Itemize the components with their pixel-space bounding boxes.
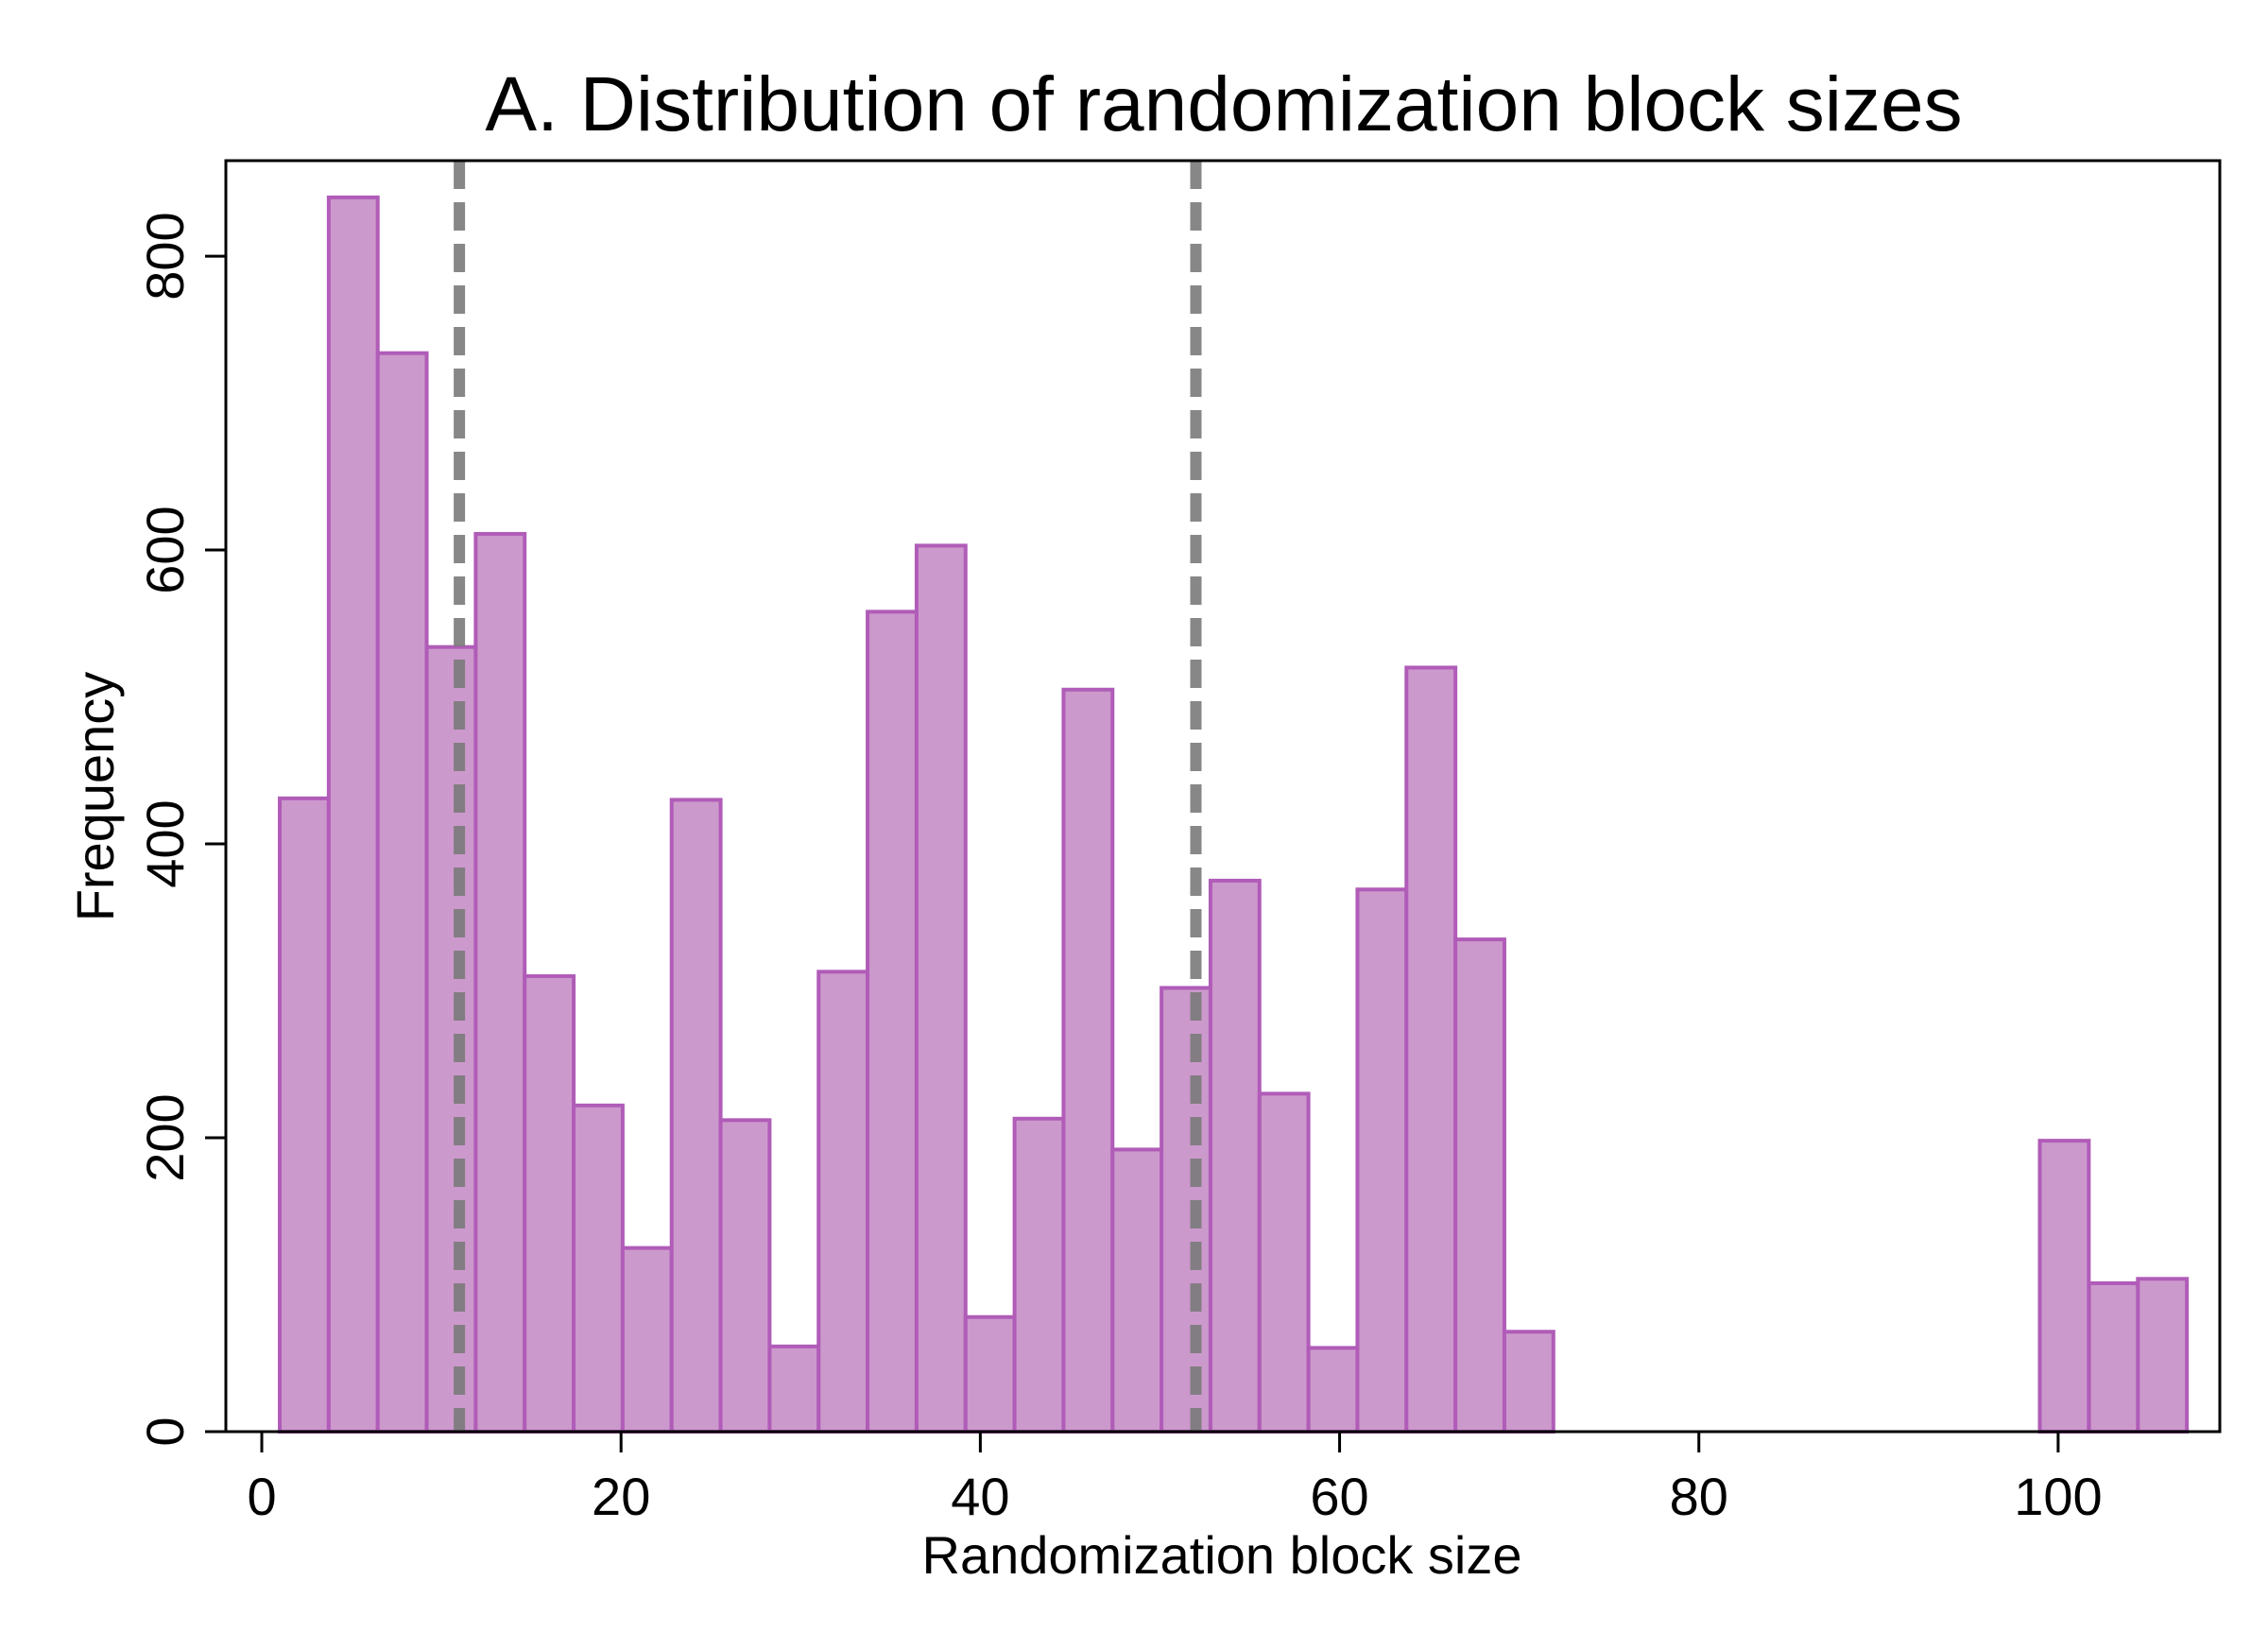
- histogram-bar: [2037, 1139, 2091, 1434]
- x-tick-label: 60: [1310, 1467, 1368, 1526]
- histogram-bar: [1404, 665, 1458, 1434]
- y-tick-label: 800: [135, 212, 195, 300]
- histogram-bar: [278, 796, 331, 1434]
- histogram-bar: [473, 531, 527, 1434]
- histogram-bar: [424, 644, 478, 1434]
- histogram-bar: [767, 1344, 821, 1434]
- histogram-bar: [1160, 986, 1212, 1434]
- x-tick-label: 100: [2014, 1467, 2102, 1526]
- histogram-bar: [963, 1314, 1017, 1434]
- y-tick-label: 600: [135, 506, 195, 593]
- histogram-bar: [375, 351, 429, 1434]
- histogram-bar: [2136, 1277, 2190, 1434]
- histogram-bar: [1110, 1147, 1164, 1434]
- y-axis: 0 200 400 600 800: [135, 212, 226, 1447]
- histogram-bar: [1306, 1346, 1360, 1434]
- reference-lines-layer: [454, 161, 1202, 1432]
- histogram-bar: [1502, 1330, 1555, 1434]
- histogram-bar: [2087, 1280, 2140, 1434]
- histogram-bar: [1061, 687, 1115, 1434]
- histogram-bar: [572, 1103, 625, 1434]
- y-tick-label: 200: [135, 1093, 195, 1181]
- histogram-bar: [669, 798, 723, 1434]
- histogram-bar: [866, 610, 919, 1434]
- histogram-bar: [1355, 887, 1409, 1434]
- x-tick-label: 40: [951, 1467, 1009, 1526]
- chart-title: A. Distribution of randomization block s…: [485, 61, 1962, 147]
- histogram-bar: [1012, 1116, 1066, 1434]
- histogram-bar: [718, 1118, 772, 1434]
- x-tick-label: 20: [592, 1467, 650, 1526]
- y-tick-label: 400: [135, 799, 195, 887]
- histogram-bar: [1257, 1091, 1311, 1434]
- plot-frame: [224, 159, 2222, 1434]
- histogram-bar: [620, 1245, 674, 1434]
- x-tick-label: 80: [1670, 1467, 1728, 1526]
- histogram-bar: [1453, 937, 1506, 1434]
- y-tick-label: 0: [135, 1417, 195, 1446]
- y-axis-label: Frequency: [65, 672, 125, 922]
- histogram-bar: [1208, 878, 1262, 1434]
- x-tick-label: 0: [247, 1467, 276, 1526]
- histogram-bar: [523, 973, 576, 1434]
- histogram-bar: [326, 195, 380, 1434]
- bars-layer: [278, 195, 2190, 1434]
- histogram-bar: [914, 543, 968, 1434]
- x-axis-label: Randomization block size: [922, 1525, 1522, 1585]
- histogram-bar: [816, 970, 870, 1434]
- x-axis: 0 20 40 60 80 100: [247, 1432, 2103, 1526]
